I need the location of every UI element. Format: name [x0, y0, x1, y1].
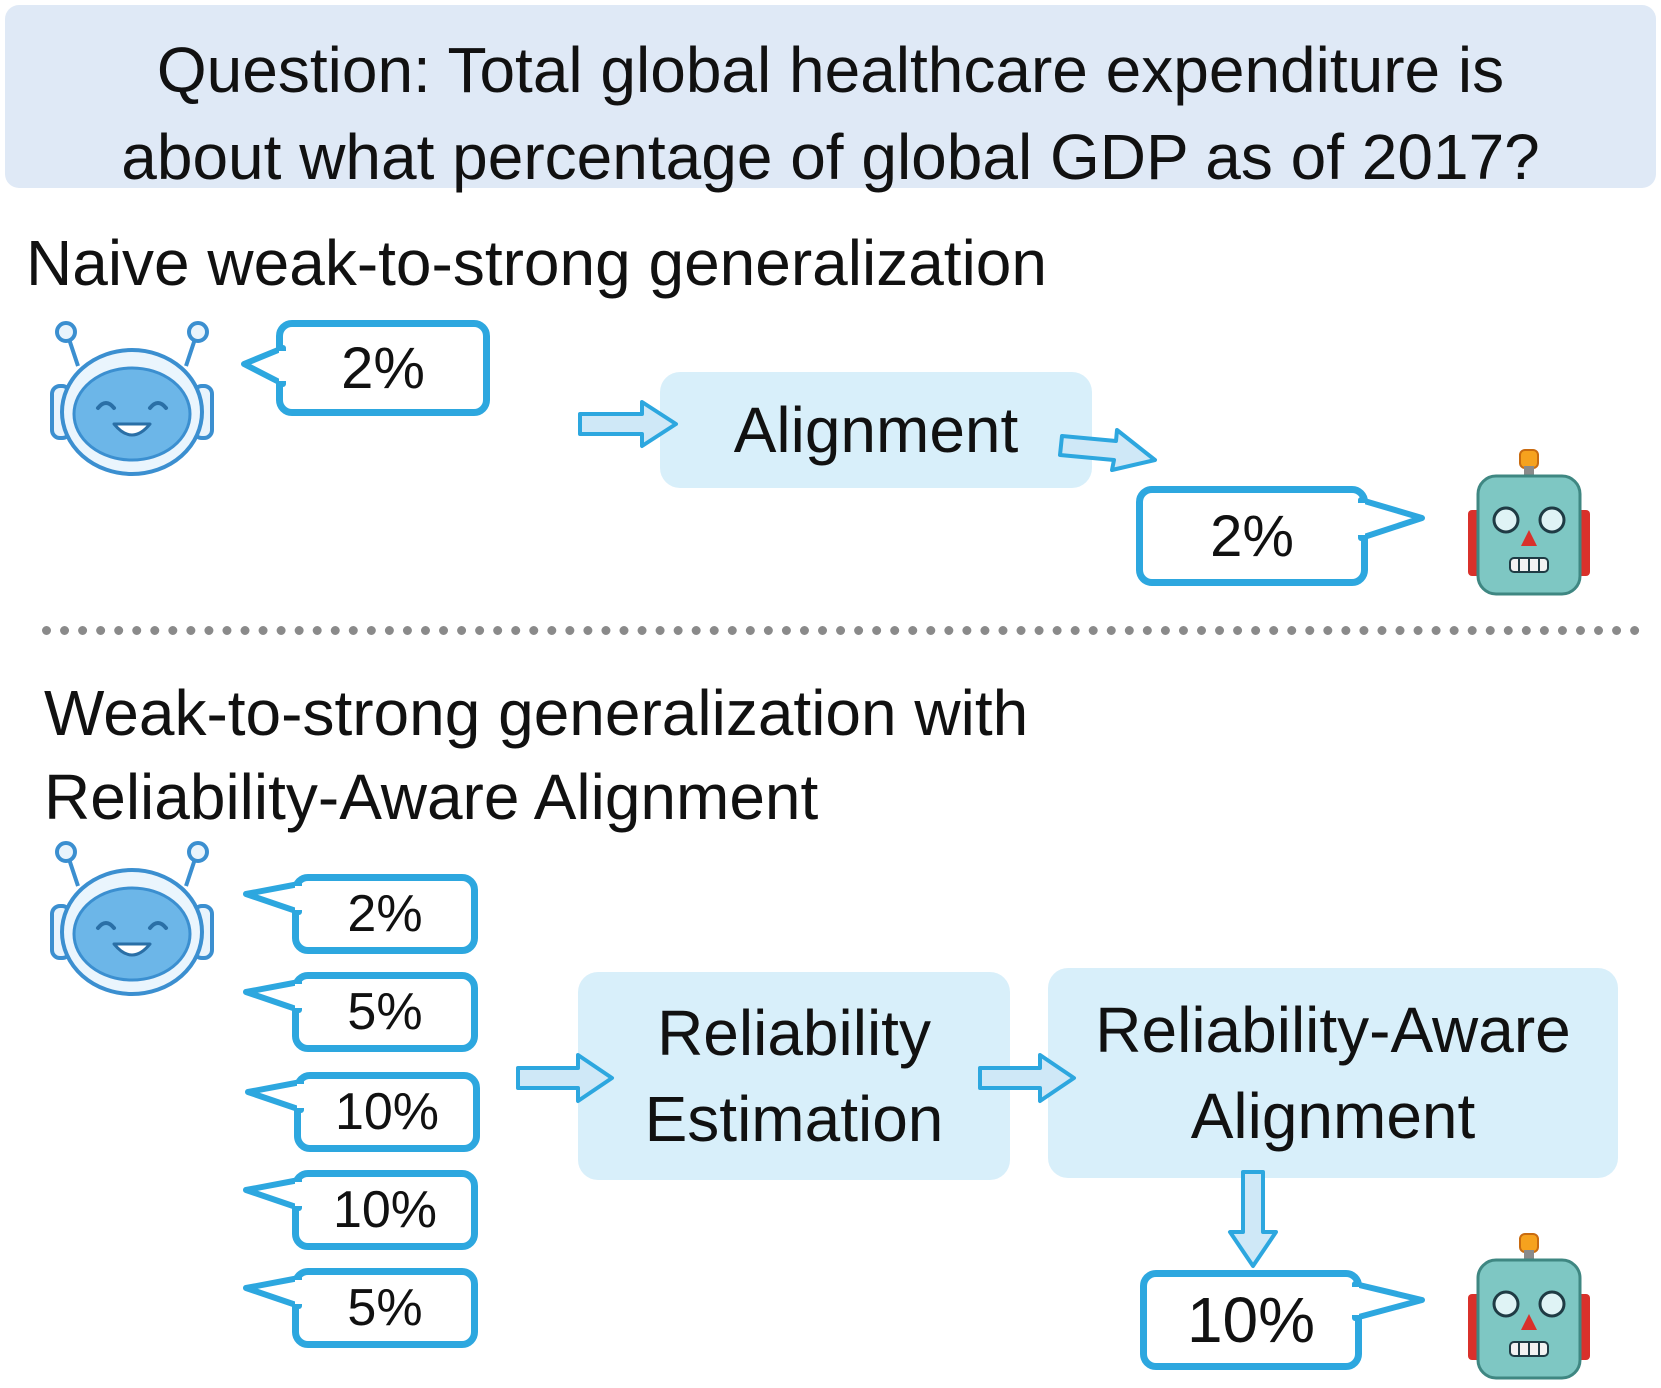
- reliability-aware-alignment-line-2: Alignment: [1190, 1080, 1476, 1152]
- raa-weak-answer-1: 2%: [347, 885, 423, 943]
- raa-weak-answer-bubble-2: 5%: [292, 972, 478, 1052]
- naive-title: Naive weak-to-strong generalization: [26, 227, 1047, 299]
- naive-strong-answer: 2%: [1210, 503, 1294, 569]
- arrow-to-alignment: [578, 400, 678, 448]
- arrow-alignment-to-output: [1058, 428, 1157, 472]
- reliability-aware-alignment-line-1: Reliability-Aware: [1095, 994, 1571, 1066]
- naive-weak-answer-bubble: 2%: [276, 320, 490, 416]
- raa-strong-bubble-tail: [1352, 1281, 1425, 1321]
- reliability-estimation-box: Reliability Estimation: [578, 972, 1010, 1180]
- raa-strong-answer: 10%: [1186, 1284, 1316, 1356]
- question-banner: Question: Total global healthcare expend…: [5, 5, 1656, 193]
- naive-weak-answer: 2%: [341, 335, 425, 401]
- question-line-2: about what percentage of global GDP as o…: [121, 121, 1540, 193]
- raa-title-line-1: Weak-to-strong generalization with: [44, 677, 1029, 749]
- raa-weak-answer-5: 5%: [347, 1279, 423, 1337]
- raa-weak-answer-4: 10%: [332, 1181, 438, 1239]
- naive-alignment-label: Alignment: [733, 394, 1019, 466]
- raa-weak-answer-bubble-5: 5%: [292, 1268, 478, 1348]
- question-text: Question: Total global healthcare expend…: [5, 27, 1656, 201]
- question-line-1: Question: Total global healthcare expend…: [156, 34, 1505, 106]
- raa-weak-bubble-tails: [243, 881, 304, 1309]
- section-divider: [42, 626, 1640, 635]
- raa-weak-answer-2: 5%: [347, 983, 423, 1041]
- naive-alignment-box: Alignment: [660, 372, 1092, 488]
- raa-title-line-2: Reliability-Aware Alignment: [44, 761, 819, 833]
- reliability-estimation-line-1: Reliability: [657, 997, 931, 1069]
- raa-weak-answer-3: 10%: [334, 1083, 440, 1141]
- arrow-to-reliability-aware-alignment: [978, 1053, 1076, 1103]
- arrow-to-reliability-estimation: [516, 1053, 614, 1103]
- naive-weak-bubble-tail: [241, 345, 286, 387]
- strong-model-icon-1: [1466, 448, 1592, 596]
- strong-model-icon-2: [1466, 1232, 1592, 1380]
- raa-weak-answer-bubble-1: 2%: [292, 874, 478, 954]
- arrow-down-to-output: [1228, 1170, 1278, 1268]
- raa-weak-answer-bubble-4: 10%: [292, 1170, 478, 1250]
- naive-strong-bubble-tail: [1358, 497, 1425, 541]
- reliability-aware-alignment-box: Reliability-Aware Alignment: [1048, 968, 1618, 1178]
- raa-weak-answer-bubble-3: 10%: [294, 1072, 480, 1152]
- weak-model-icon-2: [50, 841, 214, 996]
- weak-model-icon-1: [50, 321, 214, 476]
- raa-strong-answer-bubble: 10%: [1140, 1270, 1362, 1370]
- reliability-estimation-line-2: Estimation: [644, 1083, 944, 1155]
